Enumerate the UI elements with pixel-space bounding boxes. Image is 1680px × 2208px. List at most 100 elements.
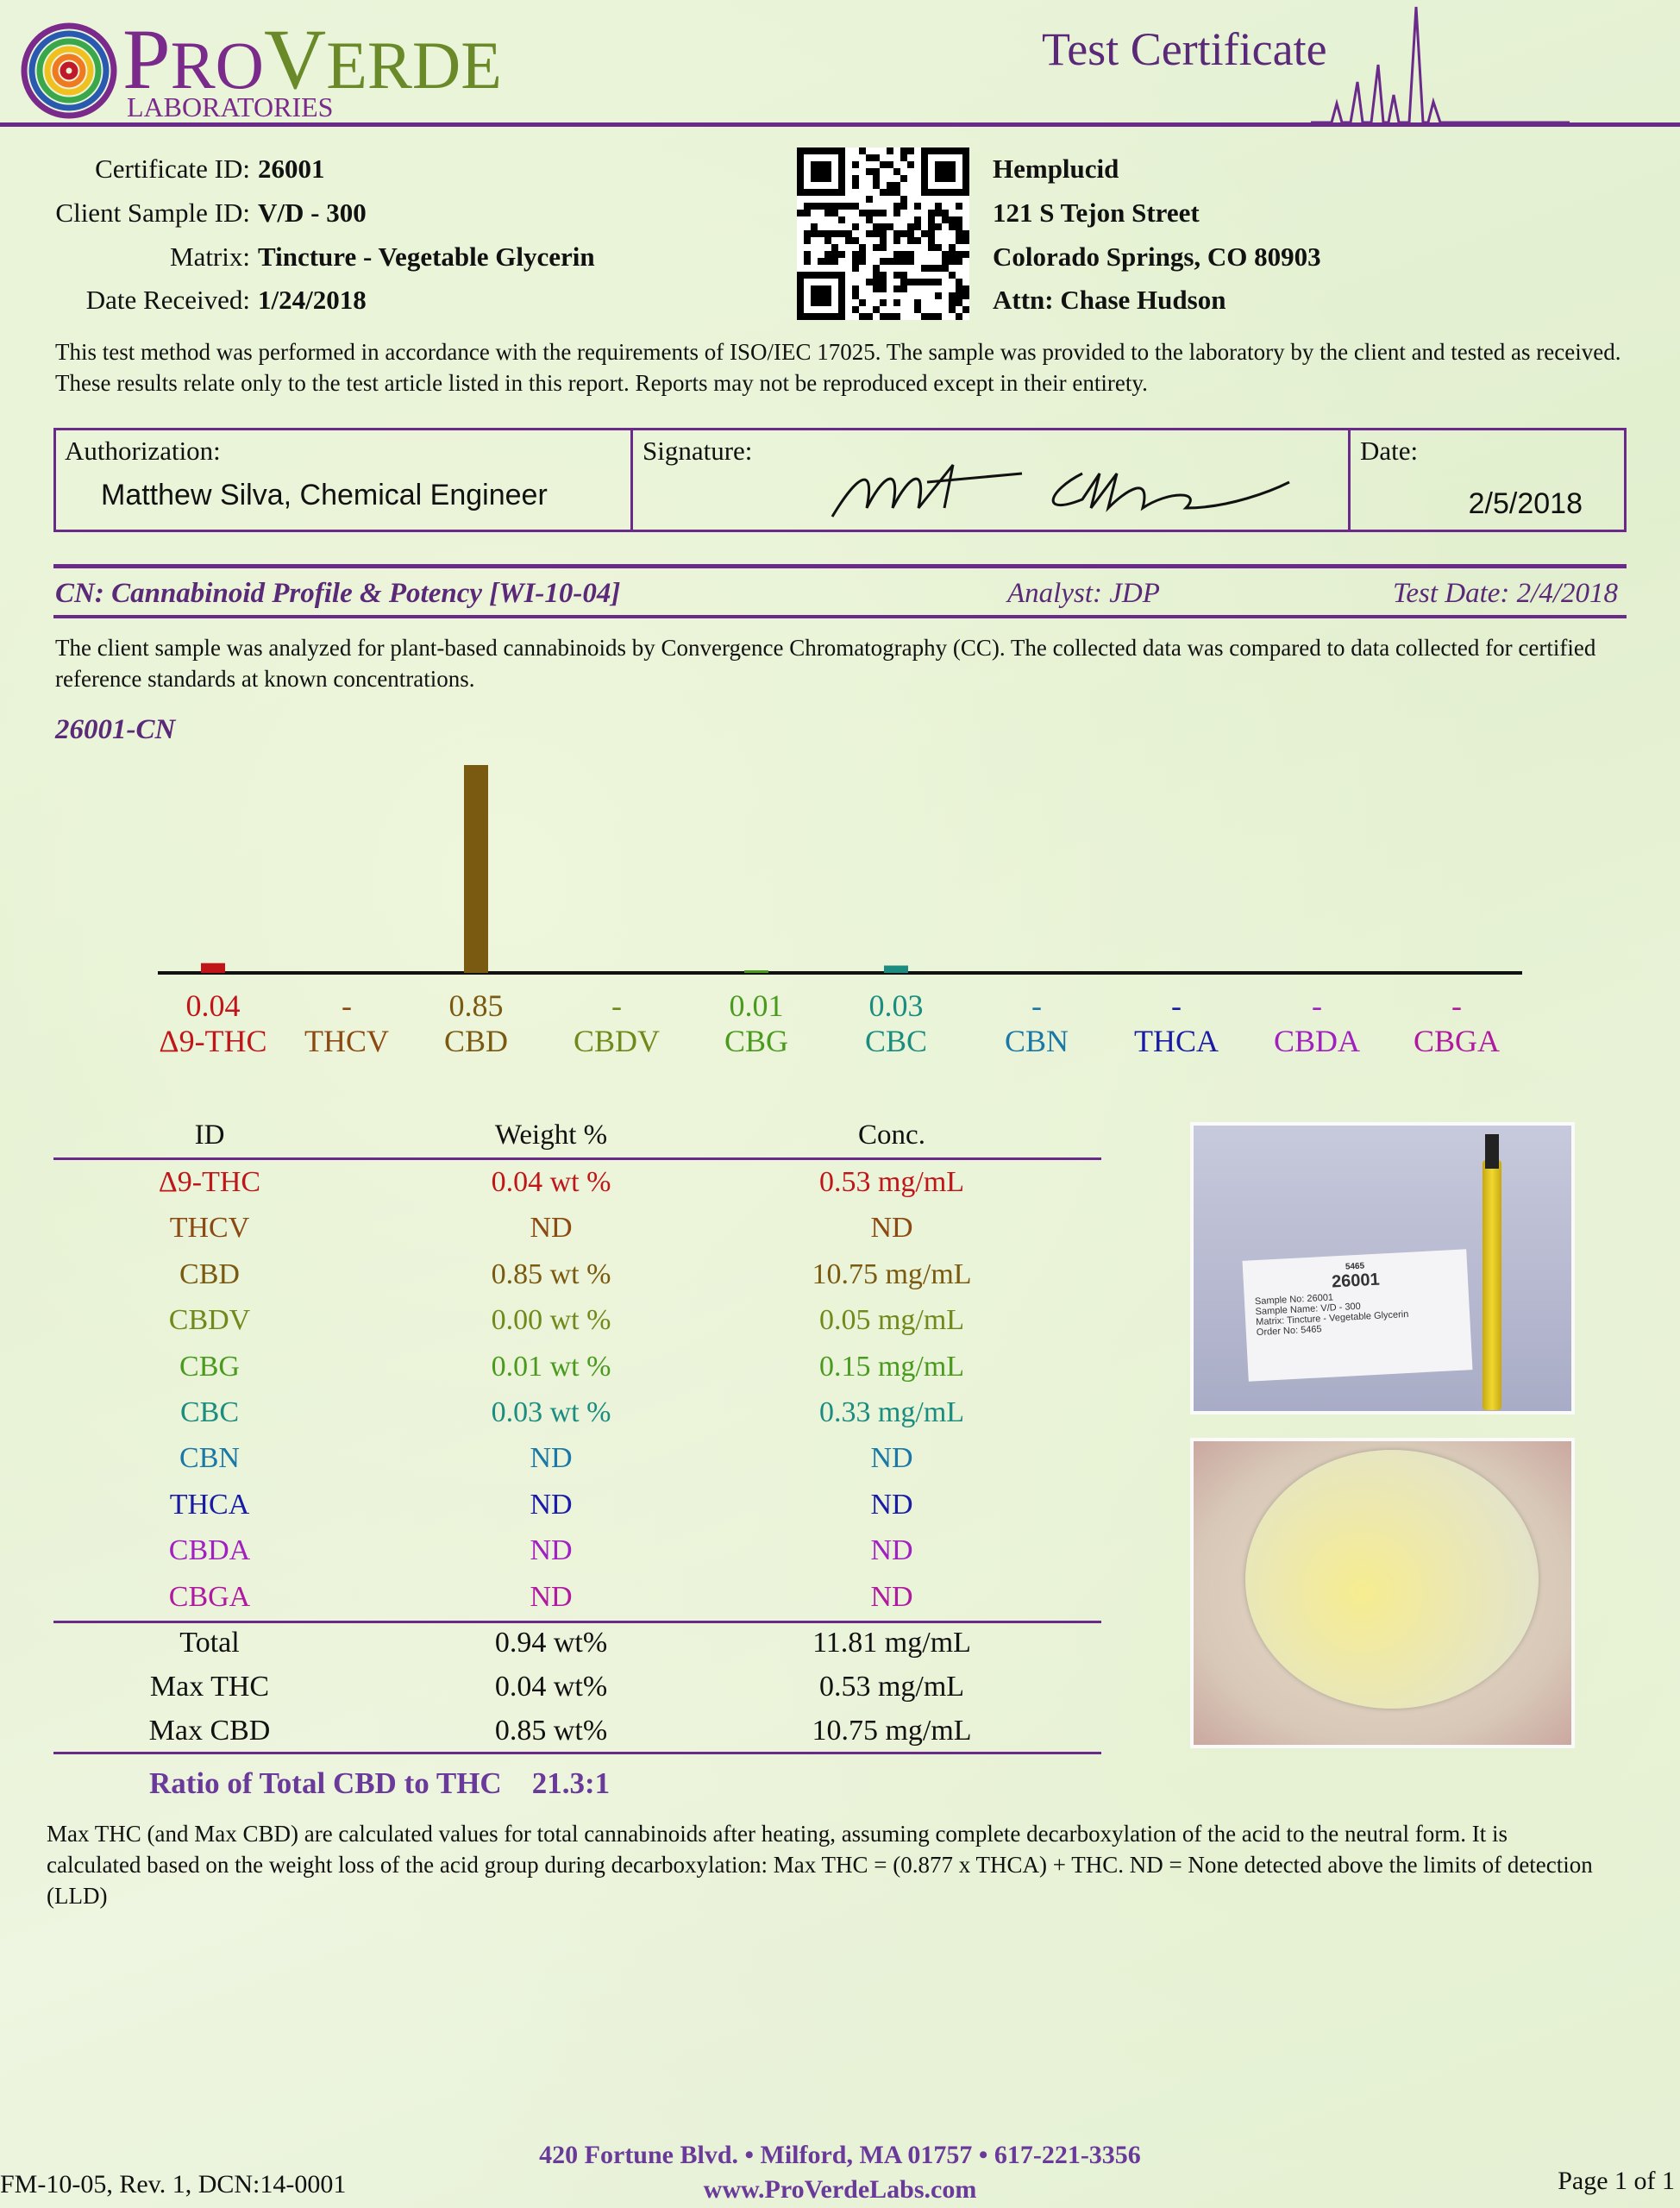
- liquid-drop: [1245, 1450, 1539, 1709]
- total-cell: 11.81 mg/mL: [812, 1627, 971, 1659]
- value-label: 0.85: [448, 988, 504, 1023]
- category-label: CBDV: [573, 1024, 661, 1058]
- total-cell: Max CBD: [148, 1715, 271, 1747]
- table-cell: CBG: [179, 1350, 240, 1383]
- value-label: 0.04: [185, 988, 241, 1023]
- client-city: Colorado Springs, CO 80903: [993, 242, 1321, 272]
- value-label: -: [1031, 988, 1042, 1023]
- table-cell: ND: [530, 1442, 573, 1475]
- intro-text: This test method was performed in accord…: [55, 339, 1621, 396]
- table-cell: Δ9-THC: [158, 1166, 261, 1198]
- table-cell: ND: [870, 1488, 913, 1521]
- category-label: THCA: [1134, 1024, 1219, 1058]
- total-cell: 10.75 mg/mL: [812, 1715, 972, 1747]
- table-cell: CBC: [179, 1396, 240, 1428]
- bar-Δ9-THC: [201, 963, 225, 973]
- table-cell: ND: [530, 1488, 573, 1521]
- vial-cap: [1485, 1134, 1499, 1169]
- matrix-label: Matrix:: [170, 242, 250, 272]
- signature-label: Signature:: [643, 436, 753, 466]
- header-id: ID: [194, 1120, 225, 1151]
- total-cell: 0.53 mg/mL: [818, 1671, 965, 1703]
- table-cell: THCV: [169, 1212, 250, 1245]
- category-label: CBGA: [1413, 1024, 1501, 1058]
- category-label: CBG: [724, 1024, 789, 1058]
- page-number: Page 1 of 1: [1558, 2167, 1675, 2195]
- table-cell: 0.33 mg/mL: [818, 1396, 965, 1428]
- date-received: 1/24/2018: [258, 285, 367, 315]
- sample-label: 5465 26001 Sample No: 26001 Sample Name:…: [1242, 1249, 1473, 1382]
- client-attn: Attn: Chase Hudson: [993, 285, 1226, 315]
- matrix: Tincture - Vegetable Glycerin: [258, 242, 595, 272]
- value-label: -: [1171, 988, 1182, 1023]
- value-label: 0.03: [868, 988, 924, 1023]
- certificate-id-label: Certificate ID:: [95, 154, 250, 184]
- category-label: CBD: [443, 1024, 509, 1058]
- cbd-thc-ratio: Ratio of Total CBD to THC 21.3:1: [149, 1766, 610, 1801]
- value-label: -: [1312, 988, 1322, 1023]
- section-divider-bottom: [53, 615, 1627, 618]
- category-label: CBN: [1004, 1024, 1069, 1058]
- table-cell: ND: [870, 1212, 913, 1245]
- signature: [831, 464, 1290, 518]
- total-cell: Total: [179, 1627, 240, 1659]
- category-label: CBDA: [1273, 1024, 1361, 1058]
- bar-CBG: [744, 970, 768, 973]
- date-label: Date:: [1360, 436, 1419, 466]
- table-header-divider: [53, 1157, 1101, 1160]
- table-bottom-divider: [53, 1752, 1101, 1754]
- value-label: -: [342, 988, 352, 1023]
- client-sample-id: V/D - 300: [258, 198, 367, 228]
- client-street: 121 S Tejon Street: [993, 198, 1200, 228]
- date-received-label: Date Received:: [85, 285, 250, 315]
- client-sample-id-label: Client Sample ID:: [55, 198, 250, 228]
- test-date: Test Date: 2/4/2018: [1393, 578, 1618, 609]
- table-cell: THCA: [169, 1488, 250, 1521]
- qr-code: [797, 147, 969, 320]
- lab-website[interactable]: www.ProVerdeLabs.com: [703, 2175, 977, 2204]
- value-label: 0.01: [729, 988, 784, 1023]
- analyst: Analyst: JDP: [1007, 578, 1160, 609]
- chart-title: 26001-CN: [55, 714, 176, 745]
- ratio-value: 21.3:1: [531, 1766, 611, 1800]
- client-name: Hemplucid: [993, 154, 1119, 184]
- cannabinoid-bar-chart: [158, 765, 1522, 975]
- total-cell: 0.85 wt%: [494, 1715, 608, 1747]
- svg-text:PROVERDE: PROVERDE: [122, 11, 502, 107]
- authorization-box: Authorization: Matthew Silva, Chemical E…: [53, 428, 1627, 532]
- certificate-id: 26001: [258, 154, 325, 184]
- value-label: -: [1451, 988, 1462, 1023]
- footnote: Max THC (and Max CBD) are calculated val…: [47, 1821, 1593, 1909]
- table-cell: 10.75 mg/mL: [812, 1258, 972, 1290]
- vial: [1483, 1160, 1501, 1410]
- table-cell: ND: [530, 1212, 573, 1245]
- total-cell: 0.94 wt%: [494, 1627, 608, 1659]
- total-cell: Max THC: [149, 1671, 270, 1703]
- sample-vial-photo: 5465 26001 Sample No: 26001 Sample Name:…: [1190, 1122, 1575, 1414]
- table-cell: CBDA: [168, 1534, 251, 1567]
- table-cell: 0.85 wt %: [491, 1258, 611, 1290]
- table-cell: 0.00 wt %: [491, 1304, 611, 1337]
- section-description: The client sample was analyzed for plant…: [55, 635, 1596, 692]
- table-cell: 0.04 wt %: [491, 1166, 611, 1198]
- category-label: THCV: [304, 1024, 389, 1058]
- value-label: -: [611, 988, 622, 1023]
- table-cell: ND: [530, 1580, 573, 1613]
- authorization-label: Authorization:: [65, 436, 221, 466]
- table-cell: 0.53 mg/mL: [818, 1166, 965, 1198]
- form-id: FM-10-05, Rev. 1, DCN:14-0001: [0, 2170, 347, 2199]
- lab-address: 420 Fortune Blvd. • Milford, MA 01757 • …: [539, 2141, 1141, 2169]
- table-cell: 0.15 mg/mL: [818, 1350, 965, 1383]
- proverde-logo: PROVERDE LABORATORIES: [21, 11, 502, 121]
- svg-text:LABORATORIES: LABORATORIES: [127, 91, 333, 121]
- category-label: CBC: [864, 1024, 928, 1058]
- sample-drop-photo: [1190, 1438, 1575, 1748]
- table-cell: CBDV: [168, 1304, 251, 1337]
- chromatogram-decoration: [1311, 6, 1570, 124]
- table-cell: 0.05 mg/mL: [818, 1304, 965, 1337]
- table-cell: CBN: [179, 1442, 240, 1475]
- ratio-label: Ratio of Total CBD to THC: [149, 1766, 502, 1800]
- authorizer-name: Matthew Silva, Chemical Engineer: [101, 479, 548, 511]
- header-divider: [0, 122, 1680, 127]
- table-cell: ND: [870, 1534, 913, 1567]
